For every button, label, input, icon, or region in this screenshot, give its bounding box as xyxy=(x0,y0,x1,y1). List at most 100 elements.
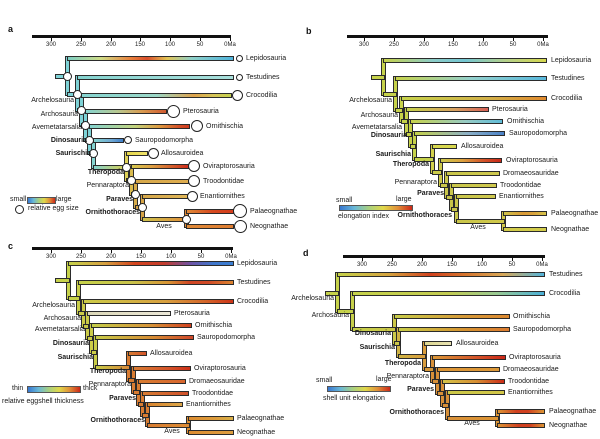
branch-to-paraves xyxy=(133,389,140,395)
tip-label-pterosauria: Pterosauria xyxy=(492,105,528,113)
legend-egg-size-circle xyxy=(14,204,24,214)
axis-tick-a xyxy=(230,38,231,41)
axis-tick-a xyxy=(170,38,171,41)
branch-to-troodontid-node xyxy=(446,194,453,200)
node-circle xyxy=(88,148,98,158)
axis-tick-label-d: 0Ma xyxy=(536,262,548,268)
branch-enantiornithes xyxy=(147,401,183,407)
tip-label-sauropodomorpha: Sauropodomorpha xyxy=(509,129,567,137)
axis-tick-label-d: 50 xyxy=(508,262,516,268)
clade-label-aves: Aves xyxy=(156,222,172,230)
axis-tick-label-b: 200 xyxy=(418,42,430,48)
tip-label-neognathae: Neognathae xyxy=(551,225,590,233)
axis-tick-c xyxy=(51,250,52,253)
legend-text-d: shell unit elongation xyxy=(323,395,385,402)
branch-to-saurischia xyxy=(410,143,416,149)
branch-oviraptorosauria xyxy=(432,354,506,360)
branch-to-pennaraptora xyxy=(128,377,135,383)
branch-crocodilia xyxy=(81,92,232,98)
axis-tick-c xyxy=(201,250,202,253)
branch-to-archosauria xyxy=(395,107,403,113)
axis-tick-b xyxy=(394,38,395,41)
tip-label-oviraptorosauria: Oviraptorosauria xyxy=(509,353,561,361)
branch-allosauroidea xyxy=(126,150,148,156)
branch-to-ornithothoraces xyxy=(451,206,458,212)
legend-text-b: elongation index xyxy=(338,213,389,220)
legend-text-b: small xyxy=(336,197,353,204)
tip-label-palaeognathae: Palaeognathae xyxy=(250,207,298,215)
legend-text-a: relative egg size xyxy=(28,205,79,212)
tip-label-allosauroidea: Allosauroidea xyxy=(161,149,204,157)
branch-enantiornithes xyxy=(142,193,188,199)
axis-tick-b xyxy=(453,38,454,41)
branch-troodontidae xyxy=(135,178,189,184)
node-circle xyxy=(181,214,191,224)
branch-to-avemetatarsalia xyxy=(401,118,408,124)
clade-label-archosauria: Archosauria xyxy=(40,110,78,118)
clade-label-pennaraptora: Pennaraptora xyxy=(386,372,429,380)
axis-tick-label-a: 200 xyxy=(105,42,117,48)
tip-label-oviraptorosauria: Oviraptorosauria xyxy=(506,156,558,164)
legend-gradient-bar-b xyxy=(339,205,413,211)
axis-tick-d xyxy=(512,258,513,261)
clade-label-archelosauria: Archelosauria xyxy=(291,294,334,302)
clade-label-theropoda: Theropoda xyxy=(87,168,124,176)
tip-label-enantiornithes: Enantiornithes xyxy=(499,192,544,200)
time-axis-d xyxy=(343,255,545,258)
panel-letter-c: c xyxy=(8,241,14,251)
tip-circle xyxy=(186,190,198,202)
branch-oviraptorosauria xyxy=(131,163,189,169)
branch-sauropodomorpha xyxy=(93,137,124,143)
panel-letter-a: a xyxy=(8,24,14,34)
tip-label-allosauroidea: Allosauroidea xyxy=(456,339,499,347)
legend-gradient-bar-a xyxy=(27,197,56,204)
tip-label-ornithischia: Ornithischia xyxy=(195,321,232,329)
branch-ornithischia xyxy=(89,123,190,129)
branch-to-dinosauria xyxy=(352,326,396,332)
clade-label-paraves: Paraves xyxy=(106,195,133,203)
branch-to-saurischia xyxy=(394,340,400,346)
branch-crocodilia xyxy=(83,298,234,304)
branch-allosauroidea xyxy=(432,143,457,149)
tip-label-enantiornithes: Enantiornithes xyxy=(200,192,245,200)
clade-label-ornithothoraces: Ornithothoraces xyxy=(389,408,444,416)
tip-circle xyxy=(233,219,247,233)
axis-tick-d xyxy=(392,258,393,261)
axis-tick-label-d: 250 xyxy=(386,262,398,268)
axis-tick-label-c: 100 xyxy=(165,254,177,260)
branch-to-troodontid-node xyxy=(138,401,144,407)
tip-label-neognathae: Neognathae xyxy=(250,222,289,230)
axis-tick-label-b: 100 xyxy=(477,42,489,48)
tip-circle xyxy=(188,175,200,187)
clade-label-pennaraptora: Pennaraptora xyxy=(86,181,129,189)
branch-palaeognathae xyxy=(497,408,545,414)
tip-circle xyxy=(188,160,200,172)
tip-label-neognathae: Neognathae xyxy=(237,428,276,436)
legend-gradient-bar-d xyxy=(327,386,391,392)
axis-tick-c xyxy=(141,250,142,253)
axis-tick-c xyxy=(111,250,112,253)
branch-to-archelosauria xyxy=(383,91,397,97)
branch-stem xyxy=(371,74,385,80)
axis-tick-a xyxy=(140,38,141,41)
tip-label-testudines: Testudines xyxy=(246,73,280,81)
clade-label-saurischia: Saurischia xyxy=(57,353,93,361)
branch-to-avemetatarsalia xyxy=(83,323,89,329)
branch-to-ornithothoraces xyxy=(142,412,149,418)
tip-label-dromaeosauridae: Dromaeosauridae xyxy=(189,377,245,385)
clade-label-ornithothoraces: Ornithothoraces xyxy=(90,416,145,424)
branch-to-pennaraptora xyxy=(432,169,442,175)
axis-tick-c xyxy=(81,250,82,253)
axis-tick-label-c: 50 xyxy=(197,254,205,260)
clade-label-archelosauria: Archelosauria xyxy=(32,301,75,309)
legend-text-c: thick xyxy=(83,385,98,392)
axis-tick-label-c: 300 xyxy=(45,254,57,260)
branch-testudines xyxy=(78,279,234,285)
clade-label-dinosauria: Dinosauria xyxy=(370,131,407,139)
axis-tick-label-c: 150 xyxy=(135,254,147,260)
branch-dromaeosauridae xyxy=(446,170,500,176)
branch-to-archosauria xyxy=(337,308,354,314)
clade-label-archosauria: Archosauria xyxy=(311,311,349,319)
axis-tick-d xyxy=(482,258,483,261)
clade-label-saurischia: Saurischia xyxy=(359,343,395,351)
